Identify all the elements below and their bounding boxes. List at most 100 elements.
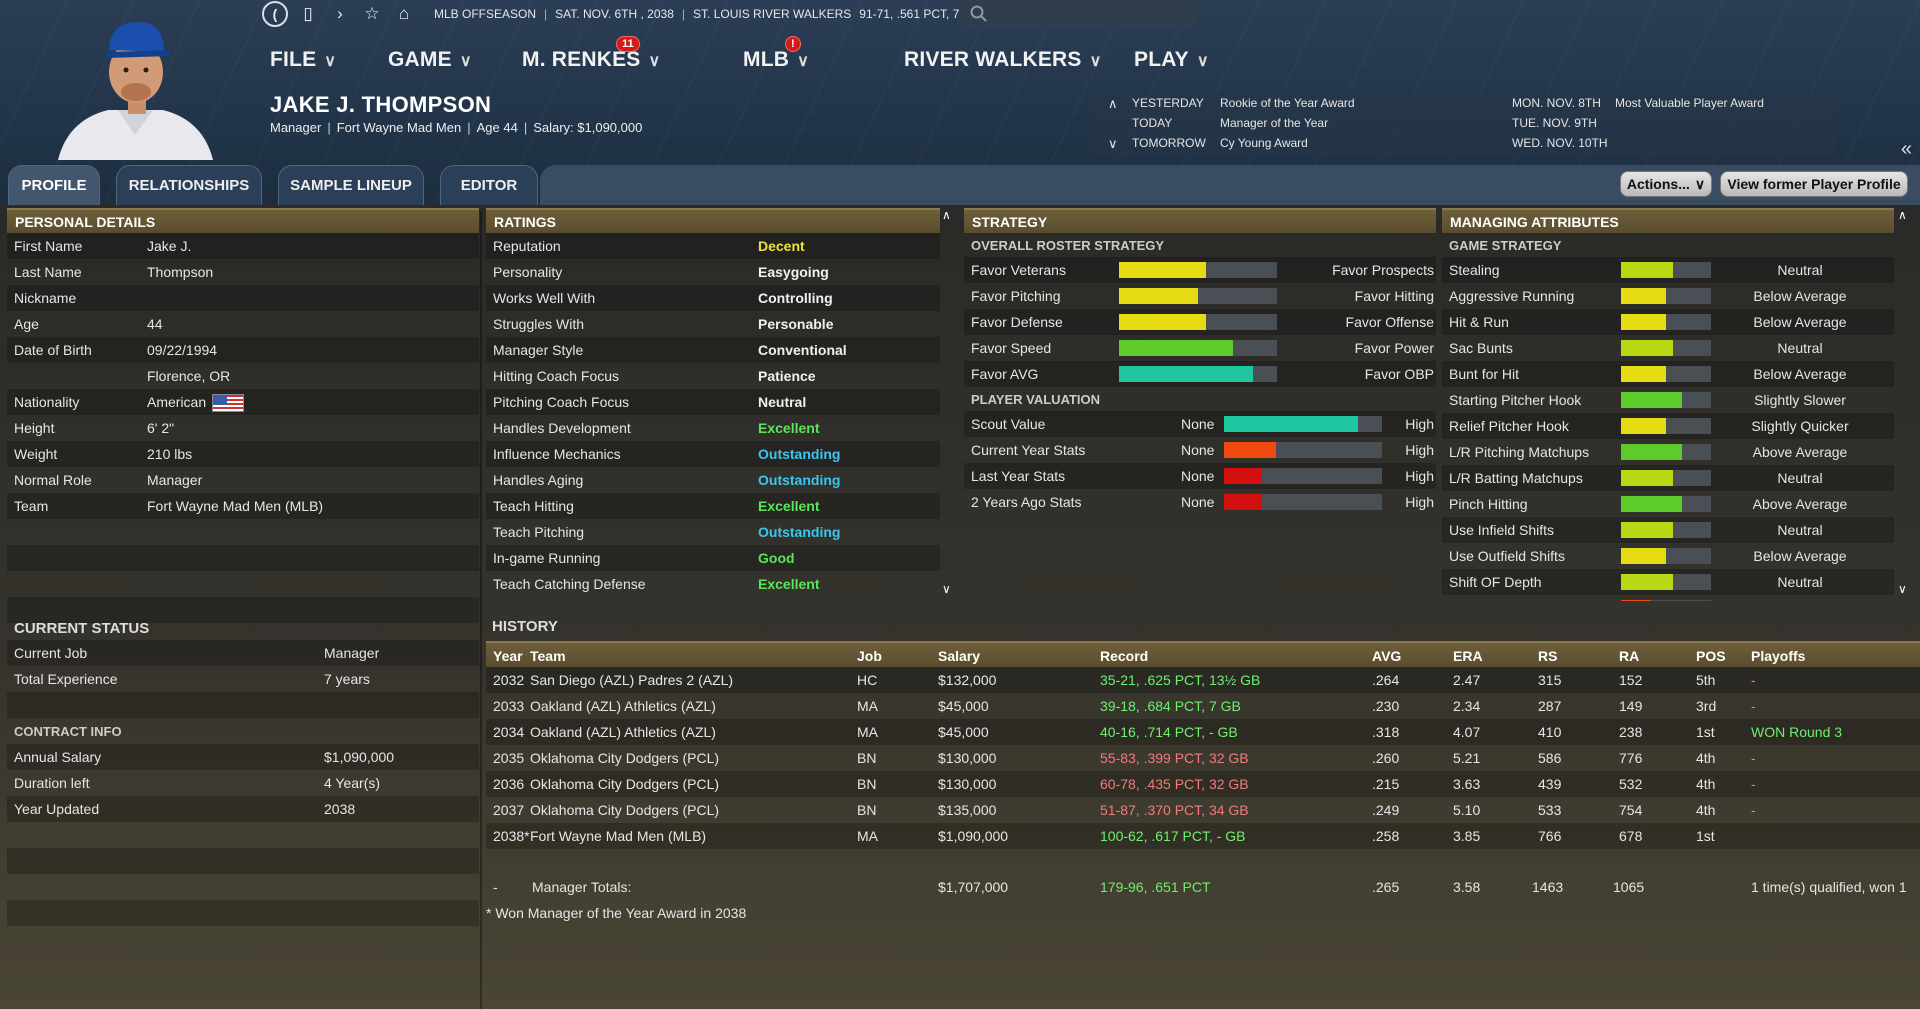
tab-relationships[interactable]: RELATIONSHIPS [116,165,262,205]
attribute-slider[interactable] [1621,548,1711,564]
tab-editor[interactable]: EDITOR [440,165,538,205]
page-icon[interactable]: ▯ [303,4,313,23]
rating-row: Personality Easygoing [486,259,940,285]
tab-sample-lineup[interactable]: SAMPLE LINEUP [278,165,424,205]
attribute-label: Hit & Run [1449,314,1509,330]
field-label: Team [14,498,49,514]
attribute-slider[interactable] [1621,522,1711,538]
col-playoffs[interactable]: Playoffs [1751,648,1806,664]
home-icon[interactable]: ⌂ [398,4,410,23]
rating-row: Manager Style Conventional [486,337,940,363]
empty-row [7,519,479,545]
actions-button[interactable]: Actions... ∨ [1620,171,1712,197]
col-record[interactable]: Record [1100,648,1149,664]
col-ra[interactable]: RA [1619,648,1640,664]
col-era[interactable]: ERA [1453,648,1483,664]
history-row[interactable]: 2036 Oklahoma City Dodgers (PCL) BN $130,00… [486,771,1920,797]
crumb-team[interactable]: ST. LOUIS RIVER WALKERS [693,7,852,21]
strategy-slider[interactable] [1119,366,1277,382]
history-row[interactable]: 2033 Oakland (AZL) Athletics (AZL) MA $45,0… [486,693,1920,719]
history-cell-team[interactable]: Oklahoma City Dodgers (PCL) [530,750,720,766]
calendar-event[interactable]: Manager of the Year [1220,116,1329,130]
history-cell-team[interactable]: Fort Wayne Mad Men (MLB) [530,828,707,844]
attribute-value: Neutral [1777,262,1823,278]
valuation-slider[interactable] [1224,494,1382,510]
attribute-slider[interactable] [1621,314,1711,330]
valuation-slider-fill [1224,416,1359,432]
strategy-slider[interactable] [1119,288,1277,304]
team-link[interactable]: Fort Wayne Mad Men [336,120,462,135]
attribute-slider[interactable] [1621,366,1711,382]
tab-profile[interactable]: PROFILE [8,165,100,205]
history-cell-pos: 5th [1696,672,1716,688]
col-avg[interactable]: AVG [1372,648,1402,664]
history-row[interactable]: 2034 Oakland (AZL) Athletics (AZL) MA $45,0… [486,719,1920,745]
menu-file[interactable]: FILE ∨ [270,48,337,71]
history-row[interactable]: 2038* Fort Wayne Mad Men (MLB) MA $1,090,00… [486,823,1920,849]
calendar-event[interactable]: Cy Young Award [1220,136,1308,150]
ratings-scroll-down-icon[interactable]: ∨ [942,582,951,596]
col-year[interactable]: Year [493,648,523,664]
ratings-scroll-up-icon[interactable]: ∧ [942,208,951,222]
calendar-event[interactable]: Rookie of the Year Award [1220,96,1355,110]
collapse-double-chevron-icon[interactable]: « [1900,138,1912,160]
event-calendar: ∧ ∨ YESTERDAY Rookie of the Year Award M… [1090,92,1835,158]
menu-mlb[interactable]: MLB ∨ [743,48,810,71]
menu-team[interactable]: RIVER WALKERS ∨ [904,48,1102,71]
menu-game[interactable]: GAME ∨ [388,48,472,71]
menu-manager[interactable]: M. RENKES ∨ [522,48,661,71]
attribute-slider[interactable] [1621,444,1711,460]
col-team[interactable]: Team [530,648,566,664]
col-rs[interactable]: RS [1538,648,1558,664]
col-job[interactable]: Job [857,648,882,664]
menu-play[interactable]: PLAY ∨ [1134,48,1209,71]
field-value[interactable]: Fort Wayne Mad Men (MLB) [147,498,324,514]
attribute-slider-fill [1621,444,1683,460]
attribute-slider[interactable] [1621,496,1711,512]
history-cell-team[interactable]: Oakland (AZL) Athletics (AZL) [530,724,716,740]
search-input[interactable] [960,0,1198,28]
attribute-slider[interactable] [1621,418,1711,434]
strategy-slider[interactable] [1119,340,1277,356]
history-row[interactable]: 2032 San Diego (AZL) Padres 2 (AZL) HC $132… [486,667,1920,693]
history-cell-team[interactable]: San Diego (AZL) Padres 2 (AZL) [530,672,734,688]
attribute-slider[interactable] [1621,600,1711,601]
calendar-up-icon[interactable]: ∧ [1108,96,1118,111]
history-cell-team[interactable]: Oklahoma City Dodgers (PCL) [530,776,720,792]
strategy-slider-fill [1119,262,1206,278]
managing-scroll-up-icon[interactable]: ∧ [1898,208,1907,222]
attribute-slider[interactable] [1621,340,1711,356]
strategy-left-label: Favor Veterans [971,262,1066,278]
attribute-slider[interactable] [1621,262,1711,278]
managing-scroll-down-icon[interactable]: ∨ [1898,582,1907,596]
calendar-down-icon[interactable]: ∨ [1108,136,1118,151]
back-button[interactable]: ( [262,1,288,27]
history-cell-salary: $130,000 [938,776,997,792]
valuation-slider[interactable] [1224,442,1382,458]
col-pos[interactable]: POS [1696,648,1726,664]
history-cell-year: 2037 [493,802,525,818]
history-cell-record: 100-62, .617 PCT, - GB [1100,828,1246,844]
star-icon[interactable]: ☆ [364,4,380,23]
attribute-slider[interactable] [1621,288,1711,304]
attribute-slider[interactable] [1621,392,1711,408]
view-former-player-profile-button[interactable]: View former Player Profile [1720,171,1908,197]
rating-label: Reputation [493,238,561,254]
history-cell-team[interactable]: Oakland (AZL) Athletics (AZL) [530,698,716,714]
strategy-slider[interactable] [1119,262,1277,278]
strategy-slider[interactable] [1119,314,1277,330]
history-row[interactable]: 2035 Oklahoma City Dodgers (PCL) BN $130,00… [486,745,1920,771]
history-cell-era: 5.10 [1453,802,1481,818]
forward-icon[interactable]: › [337,4,343,23]
attribute-slider[interactable] [1621,574,1711,590]
col-salary[interactable]: Salary [938,648,981,664]
history-row[interactable]: 2037 Oklahoma City Dodgers (PCL) BN $135,00… [486,797,1920,823]
valuation-slider[interactable] [1224,468,1382,484]
history-cell-avg: .249 [1372,802,1400,818]
history-cell-ra: 754 [1619,802,1643,818]
attribute-slider[interactable] [1621,470,1711,486]
history-cell-rs: 439 [1538,776,1562,792]
history-cell-team[interactable]: Oklahoma City Dodgers (PCL) [530,802,720,818]
calendar-event[interactable]: Most Valuable Player Award [1615,96,1764,110]
valuation-slider[interactable] [1224,416,1382,432]
